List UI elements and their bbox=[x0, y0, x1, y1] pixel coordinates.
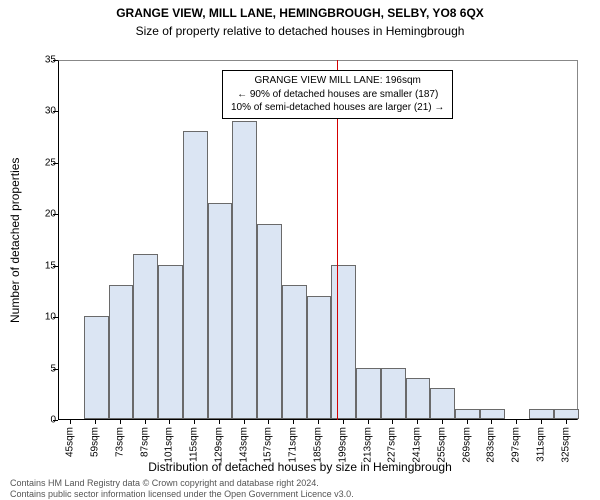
x-tick-mark bbox=[417, 419, 418, 424]
x-tick-label: 325sqm bbox=[560, 427, 571, 463]
y-tick-label: 35 bbox=[26, 55, 56, 66]
x-tick-label: 157sqm bbox=[263, 427, 274, 463]
x-tick-mark bbox=[244, 419, 245, 424]
x-tick-label: 213sqm bbox=[362, 427, 373, 463]
x-tick-mark bbox=[442, 419, 443, 424]
x-tick-label: 143sqm bbox=[238, 427, 249, 463]
x-tick-mark bbox=[318, 419, 319, 424]
x-tick-mark bbox=[268, 419, 269, 424]
histogram-bar bbox=[331, 265, 356, 419]
histogram-bar bbox=[282, 285, 307, 419]
histogram-bar bbox=[529, 409, 554, 419]
annotation-box: GRANGE VIEW MILL LANE: 196sqm ← 90% of d… bbox=[222, 70, 453, 119]
x-tick-label: 199sqm bbox=[337, 427, 348, 463]
x-tick-mark bbox=[392, 419, 393, 424]
x-tick-label: 283sqm bbox=[486, 427, 497, 463]
x-tick-label: 311sqm bbox=[535, 427, 546, 462]
x-tick-label: 115sqm bbox=[189, 427, 200, 462]
y-tick-label: 5 bbox=[26, 363, 56, 374]
y-tick-label: 20 bbox=[26, 209, 56, 220]
chart-container: GRANGE VIEW, MILL LANE, HEMINGBROUGH, SE… bbox=[0, 0, 600, 500]
annotation-line3: 10% of semi-detached houses are larger (… bbox=[231, 101, 444, 115]
x-tick-label: 171sqm bbox=[288, 427, 299, 463]
y-tick-label: 10 bbox=[26, 312, 56, 323]
histogram-bar bbox=[158, 265, 183, 419]
histogram-bar bbox=[406, 378, 431, 419]
histogram-bar bbox=[84, 316, 109, 419]
x-tick-mark bbox=[491, 419, 492, 424]
x-tick-mark bbox=[516, 419, 517, 424]
y-tick-mark bbox=[53, 369, 58, 370]
x-tick-label: 87sqm bbox=[139, 427, 150, 457]
histogram-bar bbox=[455, 409, 480, 419]
histogram-bar bbox=[554, 409, 579, 419]
y-tick-label: 15 bbox=[26, 260, 56, 271]
x-tick-mark bbox=[95, 419, 96, 424]
chart-title: GRANGE VIEW, MILL LANE, HEMINGBROUGH, SE… bbox=[0, 6, 600, 20]
x-tick-mark bbox=[169, 419, 170, 424]
x-tick-mark bbox=[293, 419, 294, 424]
x-axis-label: Distribution of detached houses by size … bbox=[0, 460, 600, 474]
x-tick-label: 45sqm bbox=[65, 427, 76, 457]
y-tick-mark bbox=[53, 214, 58, 215]
x-tick-mark bbox=[219, 419, 220, 424]
histogram-bar bbox=[208, 203, 233, 419]
histogram-bar bbox=[232, 121, 257, 419]
x-tick-mark bbox=[70, 419, 71, 424]
y-tick-label: 25 bbox=[26, 157, 56, 168]
histogram-bar bbox=[356, 368, 381, 419]
x-tick-mark bbox=[541, 419, 542, 424]
x-tick-label: 73sqm bbox=[114, 427, 125, 457]
histogram-bar bbox=[257, 224, 282, 419]
histogram-bar bbox=[109, 285, 134, 419]
chart-subtitle: Size of property relative to detached ho… bbox=[0, 24, 600, 38]
y-tick-mark bbox=[53, 60, 58, 61]
y-tick-mark bbox=[53, 111, 58, 112]
x-tick-label: 185sqm bbox=[313, 427, 324, 463]
annotation-line2: ← 90% of detached houses are smaller (18… bbox=[231, 88, 444, 102]
y-tick-mark bbox=[53, 420, 58, 421]
histogram-bar bbox=[381, 368, 406, 419]
x-tick-mark bbox=[194, 419, 195, 424]
histogram-bar bbox=[430, 388, 455, 419]
x-tick-label: 59sqm bbox=[90, 427, 101, 457]
footer-attribution: Contains HM Land Registry data © Crown c… bbox=[10, 478, 354, 500]
y-tick-mark bbox=[53, 266, 58, 267]
x-tick-label: 101sqm bbox=[164, 427, 175, 463]
x-tick-label: 255sqm bbox=[436, 427, 447, 463]
y-tick-label: 30 bbox=[26, 106, 56, 117]
histogram-bar bbox=[307, 296, 332, 419]
x-tick-label: 129sqm bbox=[213, 427, 224, 463]
x-tick-mark bbox=[467, 419, 468, 424]
x-tick-mark bbox=[566, 419, 567, 424]
y-tick-label: 0 bbox=[26, 415, 56, 426]
x-tick-label: 297sqm bbox=[511, 427, 522, 463]
footer-line2: Contains public sector information licen… bbox=[10, 489, 354, 500]
x-tick-mark bbox=[343, 419, 344, 424]
footer-line1: Contains HM Land Registry data © Crown c… bbox=[10, 478, 354, 489]
y-tick-mark bbox=[53, 163, 58, 164]
annotation-line1: GRANGE VIEW MILL LANE: 196sqm bbox=[231, 74, 444, 88]
x-tick-mark bbox=[120, 419, 121, 424]
histogram-bar bbox=[480, 409, 505, 419]
y-axis-label: Number of detached properties bbox=[8, 157, 22, 322]
y-tick-mark bbox=[53, 317, 58, 318]
x-tick-label: 269sqm bbox=[461, 427, 472, 463]
x-tick-mark bbox=[145, 419, 146, 424]
histogram-bar bbox=[133, 254, 158, 419]
histogram-bar bbox=[183, 131, 208, 419]
x-tick-label: 227sqm bbox=[387, 427, 398, 463]
x-tick-mark bbox=[368, 419, 369, 424]
x-tick-label: 241sqm bbox=[412, 427, 423, 463]
